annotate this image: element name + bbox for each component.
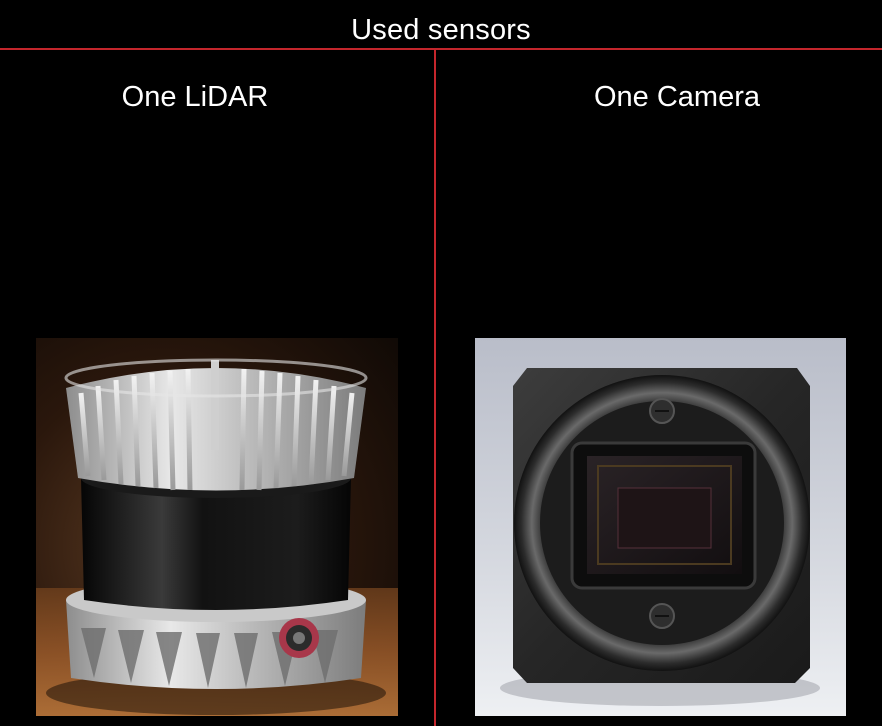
slide-title: Used sensors <box>351 14 531 46</box>
camera-column-title: One Camera <box>593 81 760 113</box>
lidar-column-title: One LiDAR <box>121 81 269 113</box>
camera-sensor-image <box>475 338 846 716</box>
horizontal-divider <box>0 48 882 50</box>
vertical-divider <box>434 48 436 726</box>
lidar-sensor-image <box>36 338 398 716</box>
